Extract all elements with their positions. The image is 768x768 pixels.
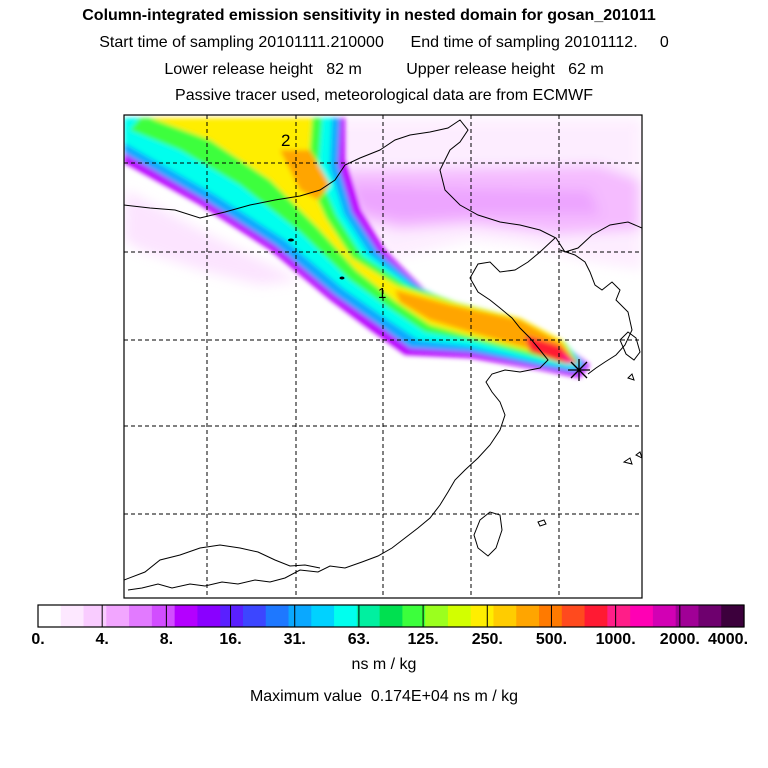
colorbar-cell [425,605,449,627]
inland-border [124,544,321,581]
plume-label-1: 1 [378,285,386,302]
gridlines [124,115,642,598]
map-frame [123,114,643,599]
china-east-coast [127,237,556,591]
sampling-time-line: Start time of sampling 20101111.210000 E… [99,34,669,51]
colorbar-cell [242,605,267,627]
maximum-value-line: Maximum value 0.174E+04 ns m / kg [249,688,519,705]
colorbar-frame [37,604,745,628]
colorbar-tick-label: 4000. [707,631,749,648]
island-small-3 [622,457,633,465]
colorbar-cell [630,605,654,627]
colorbar-unit: ns m / kg [351,656,417,673]
colorbar-cell [356,605,381,627]
colorbar-cell [402,605,426,627]
colorbar-cell [151,605,176,627]
plume-peak-magenta [560,352,578,364]
colorbar-tick-label: 500. [535,631,568,648]
release-height-line: Lower release height 82 m Upper release … [164,61,604,78]
colorbar-cell [38,605,62,627]
plume-label-2: 2 [281,131,290,150]
colorbar-cell [516,605,540,627]
colorbar-cell [311,605,335,627]
colorbar-cell [607,605,631,627]
colorbar-tick-label: 1000. [595,631,636,648]
colorbar-tick-label: 31. [283,631,306,648]
colorbar-tick-label: 0. [31,631,45,648]
colorbar-cell [698,605,722,627]
island-small-2 [537,519,547,527]
colorbar-cell [447,605,472,627]
colorbar-cell [334,605,358,627]
colorbar-cell [721,605,745,627]
taiwan [473,511,503,557]
plume-band-green [130,118,578,364]
colorbar-cell [379,605,403,627]
colorbar-cell [265,605,290,627]
colorbar-cell [106,605,130,627]
colorbar-cell [220,605,244,627]
colorbar-cell [197,605,221,627]
map-content [124,115,642,598]
korea-coast [559,249,633,375]
colorbar-tick-label: 2000. [659,631,700,648]
japan-kyushu [619,331,641,361]
plume-band-orange [280,150,572,358]
colorbar-cell [60,605,85,627]
colorbar-cell [561,605,586,627]
colorbar-tick-label: 8. [159,631,174,648]
colorbar-cell [675,605,700,627]
colorbar-cell [174,605,199,627]
figure-title: Column-integrated emission sensitivity i… [82,7,656,24]
colorbar-cell [470,605,495,627]
colorbar-cell [129,605,153,627]
colorbar-cell [83,605,107,627]
island-small-4 [635,451,642,459]
colorbar-cell [652,605,677,627]
plume [124,118,590,378]
colorbar-cell [539,605,563,627]
lakes [288,238,345,280]
colorbar-cell [493,605,517,627]
colorbar-tick-label: 63. [347,631,371,648]
receptor-star-icon [568,359,590,381]
colorbar-cell [288,605,312,627]
island-small-1 [627,373,635,381]
tracer-info-line: Passive tracer used, meteorological data… [175,87,593,104]
colorbar-tick-label: 125. [407,631,439,648]
colorbar-tick-label: 250. [471,631,503,648]
colorbar-cell [584,605,608,627]
colorbar-tick-label: 16. [219,631,242,648]
colorbar-tick-label: 4. [95,631,109,648]
